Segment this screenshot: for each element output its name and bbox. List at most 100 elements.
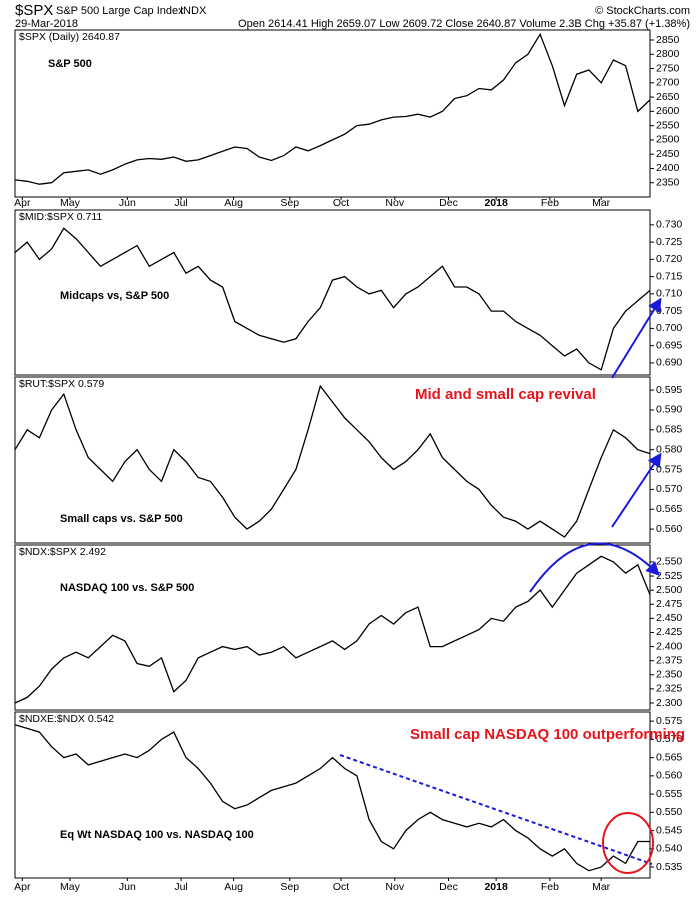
exchange: INDX — [180, 5, 207, 17]
x-tick-label: Jun — [119, 881, 136, 893]
y-tick-label: 0.580 — [656, 443, 682, 455]
y-tick-label: 2750 — [656, 62, 680, 74]
y-tick-label: 0.690 — [656, 357, 682, 369]
y-tick-label: 0.565 — [656, 503, 682, 515]
price-line — [14, 32, 651, 185]
y-tick-label: 2.475 — [656, 598, 682, 610]
x-tick-label: Feb — [541, 881, 559, 893]
legend-text: $MID:$SPX 0.711 — [19, 211, 102, 223]
y-tick-label: 2.400 — [656, 640, 682, 652]
y-tick-label: 0.550 — [656, 806, 682, 818]
y-tick-label: 0.545 — [656, 824, 682, 836]
y-tick-label: 2600 — [656, 105, 680, 117]
y-tick-label: 2350 — [656, 177, 680, 189]
x-tick-label: May — [60, 881, 81, 893]
y-tick-label: 2500 — [656, 134, 680, 146]
y-tick-label: 2700 — [656, 77, 680, 89]
x-tick-label: Jul — [174, 197, 187, 209]
index-name: S&P 500 Large Cap Index — [56, 5, 184, 17]
x-tick-label: 2018 — [484, 881, 508, 893]
annotation: Small cap NASDAQ 100 outperforming — [410, 726, 685, 743]
y-tick-label: 0.585 — [656, 424, 682, 436]
panel-label: Eq Wt NASDAQ 100 vs. NASDAQ 100 — [60, 829, 254, 841]
y-tick-label: 0.560 — [656, 770, 682, 782]
y-tick-label: 0.695 — [656, 339, 682, 351]
y-tick-label: 0.575 — [656, 715, 682, 727]
panel-label: Small caps vs. S&P 500 — [60, 513, 183, 525]
y-tick-label: 0.710 — [656, 288, 682, 300]
x-tick-label: Oct — [333, 881, 349, 893]
x-tick-label: Jul — [174, 881, 187, 893]
highlight-circle — [602, 812, 654, 874]
panel-label: S&P 500 — [48, 58, 92, 70]
price-line — [14, 555, 651, 704]
arrow — [611, 452, 662, 528]
y-tick-label: 0.730 — [656, 219, 682, 231]
y-tick-label: 2850 — [656, 34, 680, 46]
price-line — [14, 724, 650, 872]
panel-label: NASDAQ 100 vs. S&P 500 — [60, 582, 194, 594]
y-tick-label: 0.570 — [656, 483, 682, 495]
y-tick-label: 2400 — [656, 162, 680, 174]
legend-text: $SPX (Daily) 2640.87 — [19, 31, 120, 43]
x-tick-label: May — [60, 197, 81, 209]
x-tick-label: Apr — [14, 197, 31, 209]
x-tick-label: Jun — [119, 197, 136, 209]
y-tick-label: 0.540 — [656, 843, 682, 855]
x-tick-label: Aug — [224, 881, 243, 893]
symbol: $SPX — [15, 2, 53, 19]
y-tick-label: 0.700 — [656, 322, 682, 334]
legend-text: $RUT:$SPX 0.579 — [19, 378, 104, 390]
x-tick-label: Mar — [592, 881, 611, 893]
price-line — [14, 384, 651, 538]
y-tick-label: 2.300 — [656, 697, 682, 709]
y-tick-label: 2.425 — [656, 626, 682, 638]
x-tick-label: Dec — [439, 197, 458, 209]
panel-label: Midcaps vs, S&P 500 — [60, 290, 169, 302]
legend-text: $NDX:$SPX 2.492 — [19, 546, 106, 558]
x-tick-label: Nov — [385, 197, 404, 209]
quote: Open 2614.41 High 2659.07 Low 2609.72 Cl… — [238, 18, 690, 30]
y-tick-label: 2.325 — [656, 683, 682, 695]
y-tick-label: 2.550 — [656, 556, 682, 568]
panel-frame — [14, 29, 651, 198]
price-line — [14, 227, 651, 371]
x-tick-label: Sep — [280, 881, 299, 893]
arrow — [611, 297, 662, 379]
x-tick-label: Apr — [14, 881, 31, 893]
x-tick-label: Sep — [280, 197, 299, 209]
overlays — [339, 297, 662, 874]
x-tick-label: Feb — [541, 197, 559, 209]
y-tick-label: 0.705 — [656, 305, 682, 317]
y-tick-label: 2.500 — [656, 584, 682, 596]
trend-line — [339, 754, 653, 865]
y-tick-label: 2.375 — [656, 654, 682, 666]
y-tick-label: 0.590 — [656, 404, 682, 416]
y-tick-label: 0.715 — [656, 270, 682, 282]
y-tick-label: 0.575 — [656, 463, 682, 475]
y-tick-label: 2650 — [656, 91, 680, 103]
y-tick-label: 0.720 — [656, 253, 682, 265]
x-tick-label: Aug — [224, 197, 243, 209]
x-tick-label: 2018 — [484, 197, 508, 209]
x-tick-label: Dec — [439, 881, 458, 893]
annotation: Mid and small cap revival — [415, 386, 596, 403]
y-tick-label: 2800 — [656, 48, 680, 60]
y-tick-label: 2.350 — [656, 669, 682, 681]
y-tick-label: 0.535 — [656, 861, 682, 873]
panel-frame — [14, 711, 651, 879]
y-tick-label: 0.555 — [656, 788, 682, 800]
panel-frame — [14, 209, 651, 376]
y-tick-label: 0.565 — [656, 751, 682, 763]
legend-text: $NDXE:$NDX 0.542 — [19, 713, 114, 725]
y-tick-label: 2550 — [656, 119, 680, 131]
x-tick-label: Nov — [385, 881, 404, 893]
panel-frame — [14, 544, 651, 711]
credit: © StockCharts.com — [595, 5, 690, 17]
panels: 2350 2400 2450 2500 2550 2600 2650 2700 2750 2800… — [14, 29, 685, 893]
y-tick-label: 2.525 — [656, 570, 682, 582]
y-tick-label: 0.725 — [656, 236, 682, 248]
x-tick-label: Oct — [333, 197, 349, 209]
y-tick-label: 0.560 — [656, 523, 682, 535]
